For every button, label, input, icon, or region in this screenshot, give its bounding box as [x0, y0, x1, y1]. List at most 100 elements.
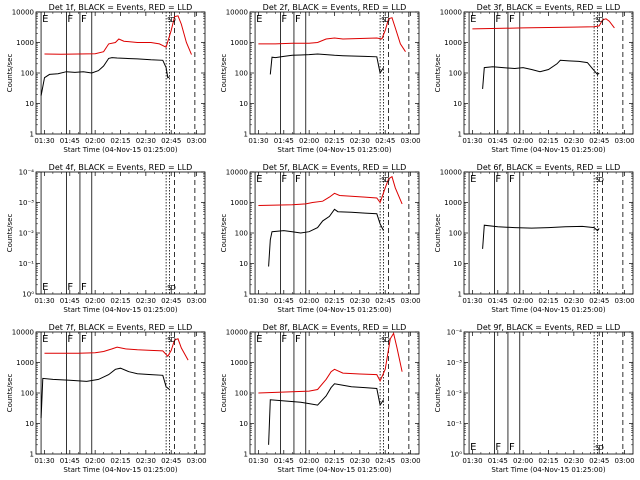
chart-panel-6: Det 6f, BLACK = Events, RED = LLD 1 10 100 1… [434, 163, 635, 314]
y-tick-label: 10⁻⁴ [447, 329, 463, 337]
x-tick-label: 01:45 [60, 137, 80, 145]
marker-label: E [470, 14, 476, 25]
marker-label: S [381, 176, 386, 184]
x-tick-label: 02:30 [564, 457, 584, 465]
y-axis-label: Counts/sec [434, 214, 442, 253]
marker-label: F [81, 14, 87, 25]
marker-label: S [595, 444, 600, 452]
plot-frame [249, 171, 420, 295]
x-tick-label: 02:15 [538, 297, 558, 305]
y-tick-label: 10⁻¹ [447, 420, 463, 428]
x-tick-label: 01:30 [462, 297, 482, 305]
y-axis-label: Counts/sec [434, 54, 442, 93]
marker-label: F [509, 14, 515, 25]
y-tick-label: 1000 [444, 199, 462, 207]
marker-label: D [599, 444, 604, 452]
lld-series-line [258, 175, 403, 206]
x-tick-label: 02:45 [589, 137, 609, 145]
x-tick-label: 02:00 [513, 457, 533, 465]
x-tick-label: 01:30 [462, 137, 482, 145]
marker-label: E [470, 174, 476, 185]
marker-label: S [167, 336, 172, 344]
x-axis-label: Start Time (04-Nov-15 01:25:00) [491, 306, 605, 314]
events-series-line [268, 383, 384, 445]
marker-label: E [42, 334, 48, 345]
x-tick-label: 02:00 [85, 297, 105, 305]
x-axis-label: Start Time (04-Nov-15 01:25:00) [491, 466, 605, 474]
marker-label: D [599, 16, 604, 24]
lld-series-line [44, 15, 192, 55]
chart-panel-5: Det 5f, BLACK = Events, RED = LLD 1 10 100 1… [220, 163, 421, 314]
y-tick-label: 10 [239, 260, 248, 268]
x-axis-label: Start Time (04-Nov-15 01:25:00) [63, 466, 177, 474]
marker-label: E [42, 282, 48, 293]
y-tick-label: 10⁰ [22, 291, 34, 299]
x-tick-label: 02:00 [513, 297, 533, 305]
marker-label: D [385, 16, 390, 24]
chart-title: Det 9f, BLACK = Events, RED = LLD [477, 323, 621, 332]
y-tick-label: 10 [25, 100, 34, 108]
x-tick-label: 02:15 [324, 137, 344, 145]
x-tick-label: 01:45 [274, 297, 294, 305]
x-tick-label: 03:00 [186, 457, 206, 465]
y-tick-label: 1000 [230, 359, 248, 367]
events-series-line [482, 59, 600, 89]
plot-frame [249, 11, 420, 135]
x-tick-label: 01:30 [34, 457, 54, 465]
x-tick-label: 02:30 [136, 457, 156, 465]
y-tick-label: 10⁻³ [447, 359, 463, 367]
y-tick-label: 10 [453, 100, 462, 108]
x-tick-label: 02:45 [161, 457, 181, 465]
y-tick-label: 100 [235, 390, 248, 398]
plot-frame [35, 171, 206, 295]
x-tick-label: 02:45 [161, 297, 181, 305]
events-series-line [482, 224, 600, 249]
x-axis-label: Start Time (04-Nov-15 01:25:00) [491, 146, 605, 154]
x-tick-label: 01:30 [248, 137, 268, 145]
y-tick-label: 10⁻⁴ [19, 169, 35, 177]
x-tick-label: 02:30 [136, 137, 156, 145]
y-tick-label: 100 [21, 70, 34, 78]
x-tick-label: 02:30 [350, 297, 370, 305]
marker-label: F [281, 174, 287, 185]
chart-title: Det 4f, BLACK = Events, RED = LLD [49, 163, 193, 172]
x-tick-label: 03:00 [400, 457, 420, 465]
chart-panel-8: Det 8f, BLACK = Events, RED = LLD 1 10 100 1… [220, 323, 421, 474]
y-tick-label: 10000 [12, 9, 34, 17]
x-tick-label: 02:15 [538, 457, 558, 465]
marker-label: E [256, 14, 262, 25]
plot-frame [463, 171, 634, 295]
plot-frame [35, 331, 206, 455]
marker-label: S [167, 284, 172, 292]
chart-panel-3: Det 3f, BLACK = Events, RED = LLD 1 10 100 1… [434, 3, 635, 154]
y-tick-label: 10000 [440, 169, 462, 177]
x-axis-label: Start Time (04-Nov-15 01:25:00) [277, 146, 391, 154]
lld-series-line [258, 17, 406, 52]
y-tick-label: 10000 [12, 329, 34, 337]
x-tick-label: 03:00 [400, 297, 420, 305]
y-tick-label: 1 [458, 131, 462, 139]
y-tick-label: 1000 [444, 39, 462, 47]
x-tick-label: 02:45 [375, 137, 395, 145]
marker-label: E [256, 174, 262, 185]
y-tick-label: 1 [458, 291, 462, 299]
plot-frame [463, 11, 634, 135]
x-tick-label: 03:00 [614, 137, 634, 145]
events-series-line [40, 57, 170, 96]
marker-label: D [385, 336, 390, 344]
y-axis-label: Counts/sec [6, 374, 14, 413]
marker-label: F [81, 334, 87, 345]
y-tick-label: 1 [244, 291, 248, 299]
chart-title: Det 5f, BLACK = Events, RED = LLD [263, 163, 407, 172]
x-tick-label: 01:45 [274, 137, 294, 145]
marker-label: D [171, 336, 176, 344]
x-tick-label: 02:15 [110, 457, 130, 465]
x-tick-label: 02:30 [136, 297, 156, 305]
x-tick-label: 01:30 [462, 457, 482, 465]
y-tick-label: 10000 [226, 169, 248, 177]
marker-label: E [470, 442, 476, 453]
x-axis-label: Start Time (04-Nov-15 01:25:00) [63, 146, 177, 154]
marker-label: F [295, 174, 301, 185]
x-tick-label: 02:00 [299, 457, 319, 465]
y-tick-label: 1000 [230, 39, 248, 47]
